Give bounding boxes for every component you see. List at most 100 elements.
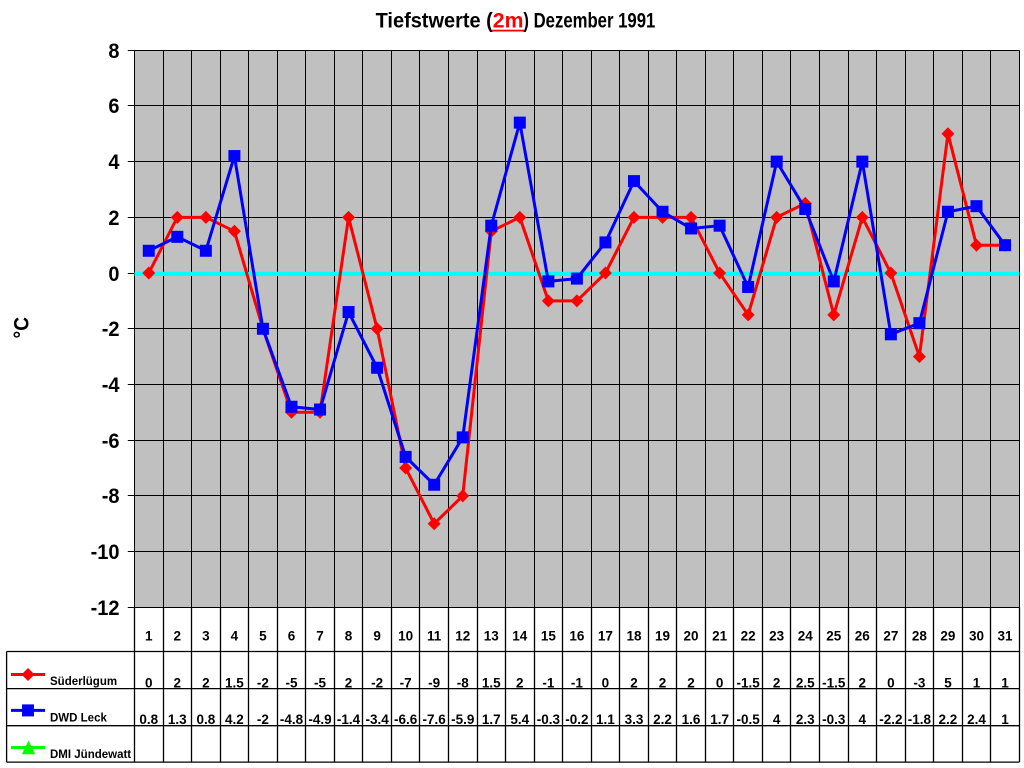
svg-text:1: 1 bbox=[1001, 675, 1009, 690]
svg-text:-9: -9 bbox=[428, 675, 440, 690]
svg-text:-0.3: -0.3 bbox=[537, 712, 561, 727]
svg-text:28: 28 bbox=[912, 629, 928, 644]
svg-text:1.7: 1.7 bbox=[482, 712, 501, 727]
svg-text:24: 24 bbox=[798, 629, 814, 644]
svg-text:2: 2 bbox=[345, 675, 353, 690]
svg-text:DMI Jündewatt: DMI Jündewatt bbox=[50, 749, 131, 761]
svg-text:2: 2 bbox=[174, 675, 182, 690]
svg-text:-5: -5 bbox=[314, 675, 326, 690]
svg-text:-1.4: -1.4 bbox=[337, 712, 361, 727]
svg-text:17: 17 bbox=[598, 629, 613, 644]
svg-text:-4.8: -4.8 bbox=[280, 712, 304, 727]
svg-text:-8: -8 bbox=[457, 675, 469, 690]
svg-text:22: 22 bbox=[741, 629, 756, 644]
svg-text:DWD Leck: DWD Leck bbox=[50, 712, 107, 724]
svg-text:2: 2 bbox=[687, 675, 695, 690]
svg-text:0: 0 bbox=[602, 675, 610, 690]
svg-text:15: 15 bbox=[541, 629, 557, 644]
svg-text:4: 4 bbox=[859, 712, 867, 727]
svg-text:10: 10 bbox=[398, 629, 413, 644]
svg-text:2: 2 bbox=[174, 629, 182, 644]
svg-text:27: 27 bbox=[883, 629, 898, 644]
svg-text:2: 2 bbox=[630, 675, 638, 690]
svg-text:0: 0 bbox=[716, 675, 724, 690]
svg-text:2: 2 bbox=[108, 206, 119, 230]
svg-text:1.7: 1.7 bbox=[710, 712, 729, 727]
svg-text:-1.8: -1.8 bbox=[908, 712, 932, 727]
svg-text:18: 18 bbox=[626, 629, 642, 644]
svg-text:6: 6 bbox=[288, 629, 296, 644]
svg-text:21: 21 bbox=[712, 629, 728, 644]
svg-text:-3.4: -3.4 bbox=[365, 712, 389, 727]
svg-text:1: 1 bbox=[145, 629, 153, 644]
svg-text:-6: -6 bbox=[102, 429, 120, 453]
svg-text:13: 13 bbox=[484, 629, 500, 644]
svg-text:0: 0 bbox=[145, 675, 153, 690]
svg-text:1.1: 1.1 bbox=[596, 712, 615, 727]
svg-text:-5.9: -5.9 bbox=[451, 712, 474, 727]
svg-text:8: 8 bbox=[108, 39, 119, 63]
svg-text:1: 1 bbox=[973, 675, 981, 690]
svg-text:4: 4 bbox=[773, 712, 781, 727]
svg-text:-0.5: -0.5 bbox=[737, 712, 761, 727]
svg-text:-12: -12 bbox=[91, 596, 120, 620]
svg-text:2.5: 2.5 bbox=[796, 675, 815, 690]
svg-text:-1: -1 bbox=[571, 675, 583, 690]
svg-text:30: 30 bbox=[969, 629, 984, 644]
svg-text:16: 16 bbox=[569, 629, 585, 644]
svg-text:-3: -3 bbox=[913, 675, 925, 690]
svg-text:-4.9: -4.9 bbox=[308, 712, 331, 727]
svg-text:Tiefstwerte (: Tiefstwerte ( bbox=[376, 9, 493, 32]
svg-text:2: 2 bbox=[202, 675, 210, 690]
svg-text:1.6: 1.6 bbox=[682, 712, 701, 727]
svg-text:0.8: 0.8 bbox=[139, 712, 158, 727]
svg-text:-6.6: -6.6 bbox=[394, 712, 418, 727]
svg-text:8: 8 bbox=[345, 629, 353, 644]
svg-text:) Dezember 1991: ) Dezember 1991 bbox=[523, 9, 655, 32]
svg-text:0: 0 bbox=[108, 262, 119, 286]
svg-text:2: 2 bbox=[773, 675, 781, 690]
svg-text:5.4: 5.4 bbox=[510, 712, 529, 727]
svg-text:3.3: 3.3 bbox=[625, 712, 644, 727]
svg-text:1: 1 bbox=[1001, 712, 1009, 727]
svg-text:-1.5: -1.5 bbox=[822, 675, 846, 690]
svg-text:14: 14 bbox=[512, 629, 528, 644]
svg-text:2: 2 bbox=[659, 675, 667, 690]
svg-text:2.2: 2.2 bbox=[653, 712, 672, 727]
svg-text:3: 3 bbox=[202, 629, 210, 644]
svg-text:-2: -2 bbox=[371, 675, 383, 690]
svg-text:-2: -2 bbox=[102, 317, 120, 341]
svg-text:-10: -10 bbox=[91, 540, 120, 564]
svg-text:11: 11 bbox=[427, 629, 442, 644]
svg-text:-4: -4 bbox=[102, 373, 120, 397]
svg-text:-2: -2 bbox=[257, 712, 269, 727]
svg-text:-8: -8 bbox=[102, 484, 120, 508]
svg-text:0.8: 0.8 bbox=[196, 712, 215, 727]
svg-text:4: 4 bbox=[108, 150, 119, 174]
svg-text:1.5: 1.5 bbox=[225, 675, 244, 690]
svg-text:5: 5 bbox=[944, 675, 952, 690]
svg-text:0: 0 bbox=[887, 675, 895, 690]
svg-text:20: 20 bbox=[684, 629, 699, 644]
svg-text:-5: -5 bbox=[285, 675, 297, 690]
svg-text:1.3: 1.3 bbox=[168, 712, 187, 727]
svg-text:25: 25 bbox=[826, 629, 842, 644]
svg-text:6: 6 bbox=[108, 94, 119, 118]
svg-text:-2.2: -2.2 bbox=[879, 712, 902, 727]
svg-text:7: 7 bbox=[316, 629, 324, 644]
svg-text:-2: -2 bbox=[257, 675, 269, 690]
svg-text:29: 29 bbox=[940, 629, 955, 644]
svg-text:12: 12 bbox=[455, 629, 470, 644]
svg-text:°C: °C bbox=[10, 317, 33, 339]
svg-text:31: 31 bbox=[998, 629, 1014, 644]
svg-text:-0.2: -0.2 bbox=[565, 712, 588, 727]
svg-text:2.3: 2.3 bbox=[796, 712, 815, 727]
svg-text:2m: 2m bbox=[493, 9, 524, 32]
svg-text:23: 23 bbox=[769, 629, 785, 644]
svg-text:4: 4 bbox=[231, 629, 239, 644]
svg-text:-1.5: -1.5 bbox=[737, 675, 761, 690]
svg-text:2.4: 2.4 bbox=[967, 712, 986, 727]
svg-text:5: 5 bbox=[259, 629, 267, 644]
svg-text:2.2: 2.2 bbox=[939, 712, 958, 727]
svg-text:2: 2 bbox=[859, 675, 867, 690]
